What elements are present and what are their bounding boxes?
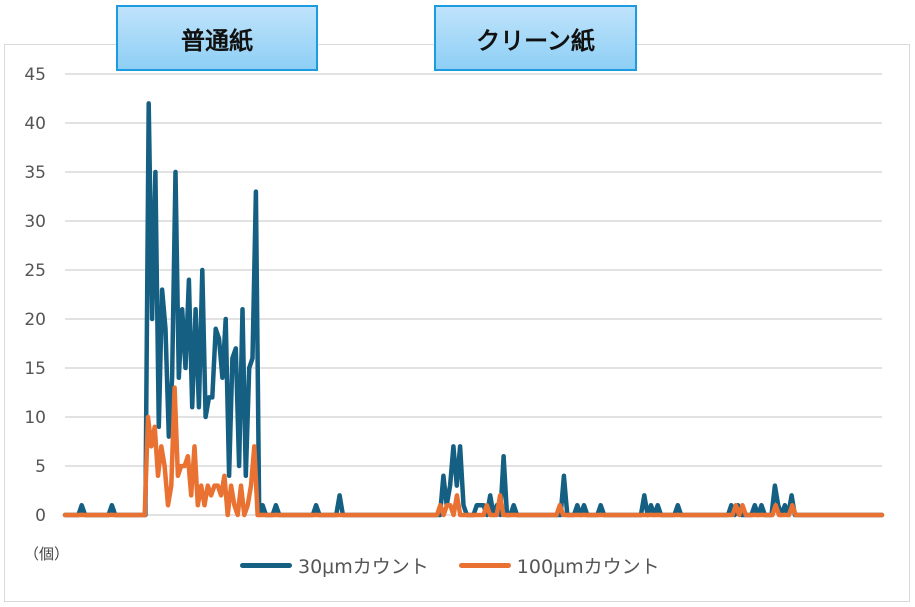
- y-tick-label: 30: [24, 212, 46, 232]
- series-line-1: [62, 385, 885, 518]
- y-tick-label: 0: [35, 506, 46, 526]
- y-axis-ticks: 0 5 10 15 20 25 30 35 40 45: [24, 65, 46, 526]
- legend-label-100um: 100μmカウント: [516, 556, 660, 578]
- legend-swatch-100um: [458, 563, 511, 568]
- y-tick-label: 20: [24, 310, 46, 330]
- series-line-0: [62, 101, 885, 518]
- legend-item-100um: 100μmカウント: [458, 552, 660, 579]
- section-label-clean-paper: クリーン紙: [434, 5, 637, 71]
- series-lines: [62, 101, 885, 518]
- legend: 30μmカウント 100μmカウント: [240, 552, 660, 579]
- legend-item-30um: 30μmカウント: [240, 552, 429, 579]
- y-tick-label: 5: [35, 457, 46, 477]
- y-tick-label: 25: [24, 261, 46, 281]
- y-tick-label: 10: [24, 408, 46, 428]
- legend-label-30um: 30μmカウント: [298, 556, 429, 578]
- section-label-plain-paper: 普通紙: [116, 5, 318, 71]
- y-tick-label: 40: [24, 114, 46, 134]
- y-tick-label: 15: [24, 359, 46, 379]
- legend-swatch-30um: [240, 563, 292, 568]
- y-tick-label: 45: [24, 65, 46, 85]
- y-tick-label: 35: [24, 163, 46, 183]
- y-axis-unit-label: （個）: [24, 545, 70, 563]
